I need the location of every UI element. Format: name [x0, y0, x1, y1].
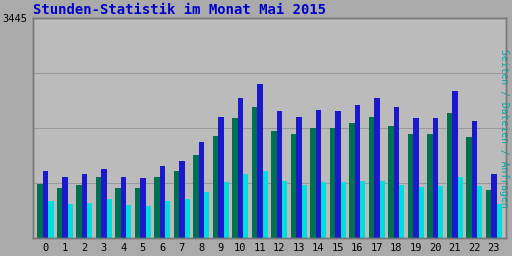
Bar	[477, 186, 482, 238]
Bar	[296, 118, 302, 238]
Bar	[427, 134, 433, 238]
Bar	[330, 128, 335, 238]
Bar	[413, 118, 418, 238]
Bar	[174, 171, 179, 238]
Bar	[369, 118, 374, 238]
Bar	[257, 84, 263, 238]
Bar	[315, 110, 321, 238]
Y-axis label: Seiten / Dateien / Anfragen: Seiten / Dateien / Anfragen	[499, 49, 509, 207]
Bar	[354, 105, 360, 238]
Bar	[42, 171, 48, 238]
Bar	[452, 91, 458, 238]
Bar	[276, 111, 282, 238]
Bar	[491, 174, 497, 238]
Bar	[472, 121, 477, 238]
Bar	[360, 181, 366, 238]
Bar	[263, 171, 268, 238]
Bar	[160, 166, 165, 238]
Bar	[458, 177, 463, 238]
Bar	[374, 98, 379, 238]
Bar	[408, 134, 413, 238]
Bar	[433, 118, 438, 238]
Bar	[335, 111, 340, 238]
Bar	[204, 192, 209, 238]
Text: Stunden-Statistik im Monat Mai 2015: Stunden-Statistik im Monat Mai 2015	[33, 3, 326, 17]
Bar	[224, 182, 229, 238]
Bar	[212, 136, 218, 238]
Bar	[57, 188, 62, 238]
Bar	[238, 98, 243, 238]
Bar	[218, 118, 224, 238]
Bar	[302, 185, 307, 238]
Bar	[291, 134, 296, 238]
Bar	[466, 137, 472, 238]
Bar	[232, 118, 238, 238]
Bar	[340, 182, 346, 238]
Bar	[37, 184, 42, 238]
Bar	[251, 107, 257, 238]
Bar	[115, 188, 120, 238]
Bar	[179, 161, 184, 238]
Bar	[184, 199, 190, 238]
Bar	[243, 174, 248, 238]
Bar	[282, 181, 287, 238]
Bar	[101, 169, 106, 238]
Bar	[87, 202, 93, 238]
Bar	[76, 185, 81, 238]
Bar	[399, 185, 404, 238]
Bar	[154, 177, 160, 238]
Bar	[96, 177, 101, 238]
Bar	[135, 188, 140, 238]
Bar	[140, 178, 145, 238]
Bar	[379, 181, 385, 238]
Bar	[165, 201, 170, 238]
Bar	[485, 190, 491, 238]
Bar	[126, 205, 132, 238]
Bar	[310, 128, 315, 238]
Bar	[321, 182, 327, 238]
Bar	[48, 201, 53, 238]
Bar	[388, 126, 394, 238]
Bar	[394, 107, 399, 238]
Bar	[418, 187, 424, 238]
Bar	[193, 155, 199, 238]
Bar	[271, 131, 276, 238]
Bar	[446, 113, 452, 238]
Bar	[62, 177, 68, 238]
Bar	[497, 204, 502, 238]
Bar	[349, 123, 354, 238]
Bar	[199, 142, 204, 238]
Bar	[81, 174, 87, 238]
Bar	[145, 206, 151, 238]
Bar	[120, 177, 126, 238]
Bar	[438, 186, 443, 238]
Bar	[106, 199, 112, 238]
Bar	[68, 204, 73, 238]
